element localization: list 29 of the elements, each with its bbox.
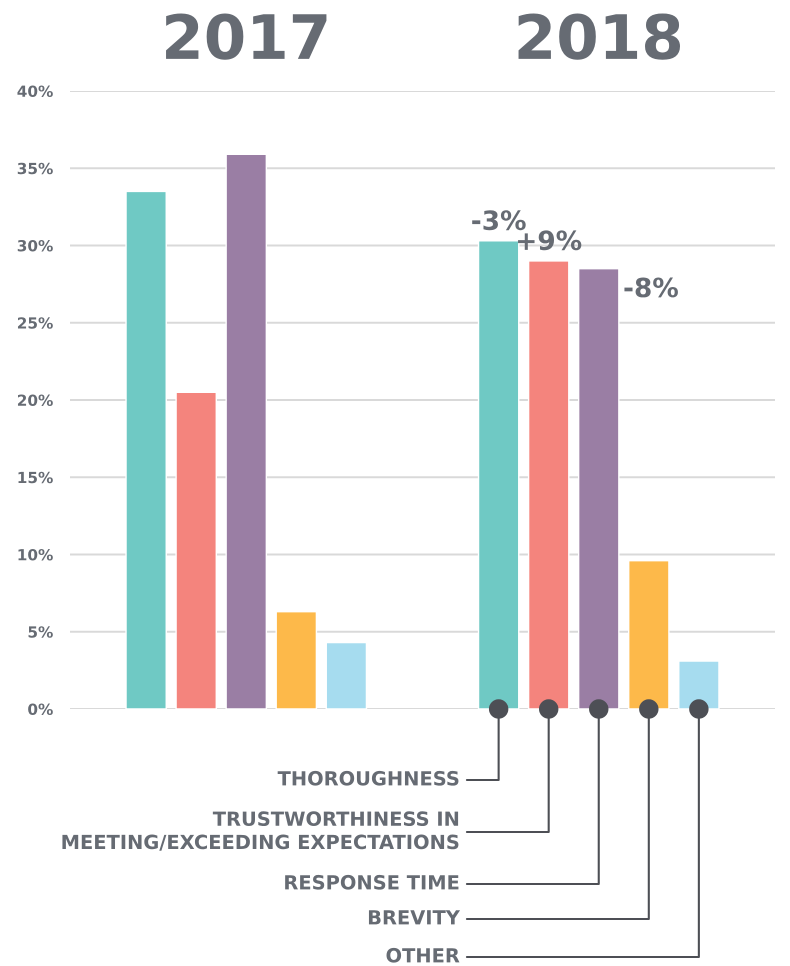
y-tick-label: 35% — [18, 162, 53, 174]
bar — [628, 560, 670, 709]
y-tick-label: 5% — [28, 626, 53, 638]
annotation: -3% — [472, 210, 526, 230]
bar — [478, 240, 520, 709]
text: THOROUGHNESS — [278, 770, 458, 786]
y-tick-label: 20% — [18, 394, 53, 406]
y-tick-label: 10% — [18, 548, 53, 561]
x-tick-label: 2017 — [166, 13, 326, 60]
x-tick-label: 2018 — [518, 13, 680, 60]
bar — [276, 610, 318, 709]
y-tick-label: 30% — [18, 240, 53, 252]
bar — [528, 260, 570, 709]
y-tick-label: 0% — [28, 703, 53, 716]
y-tick-label: 15% — [18, 472, 53, 484]
bar — [578, 268, 620, 709]
bar — [326, 642, 368, 709]
annotation: -8% — [624, 277, 678, 298]
text: TRUSTWORTHINESS IN MEETING/EXCEEDING EXPECTATIONS — [62, 811, 458, 851]
bar — [678, 660, 720, 709]
bar — [175, 392, 217, 709]
annotation: +9% — [518, 230, 582, 250]
bar — [125, 190, 167, 709]
bar — [225, 154, 268, 709]
text: RESPONSE TIME — [285, 874, 458, 890]
y-tick-label: 40% — [17, 85, 53, 98]
text: OTHER — [386, 948, 460, 963]
y-tick-label: 25% — [18, 317, 53, 329]
text: BREVITY — [368, 910, 460, 924]
